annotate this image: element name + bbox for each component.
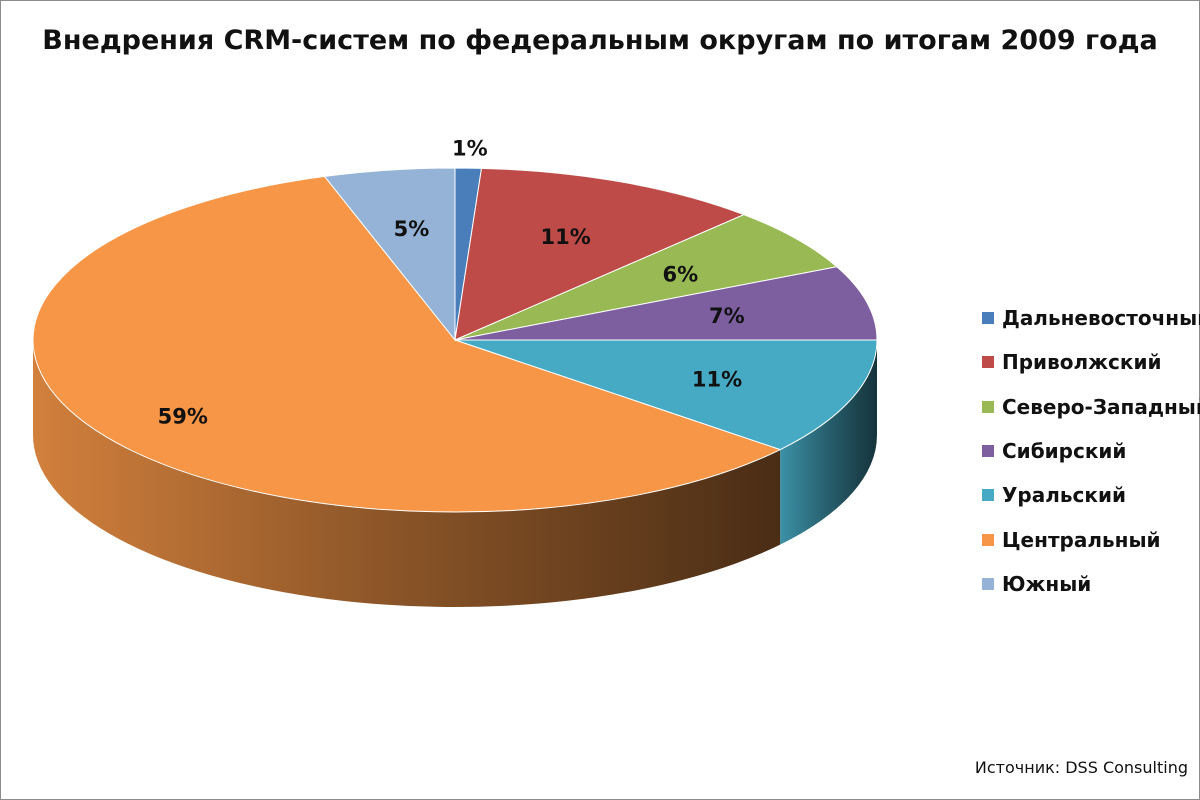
source-note: Источник: DSS Consulting: [974, 758, 1188, 777]
data-label-Уральский: 11%: [692, 367, 742, 391]
legend-swatch: [982, 489, 994, 502]
data-label-Центральный: 59%: [158, 404, 208, 428]
legend-swatch: [982, 445, 994, 458]
data-label-Северо-Западный: 6%: [662, 262, 698, 286]
pie-slice-Центральный: [32, 175, 782, 513]
pie-side-Уральский: [780, 340, 877, 545]
legend-label: Приволжский: [1002, 350, 1162, 375]
legend-item: Северо-Западный: [982, 385, 1200, 429]
chart-title: Внедрения CRM-систем по федеральным окру…: [42, 25, 1158, 56]
pie-slice-Приволжский: [454, 167, 746, 341]
legend-label: Сибирский: [1002, 439, 1127, 464]
pie-side-Центральный: [33, 340, 781, 608]
legend-label: Дальневосточный: [1002, 306, 1200, 331]
legend-item: Сибирский: [982, 429, 1200, 473]
data-label-Сибирский: 7%: [709, 304, 745, 328]
data-label-Приволжский: 11%: [540, 225, 590, 249]
legend-label: Уральский: [1002, 483, 1126, 508]
legend-item: Уральский: [982, 473, 1200, 517]
pie-slice-Уральский: [454, 339, 878, 451]
pie-slice-Северо-Западный: [454, 214, 838, 341]
pie-slice-Южный: [323, 167, 456, 342]
pie-slice-Сибирский: [454, 266, 878, 341]
legend-item: Южный: [982, 562, 1200, 606]
legend-item: Центральный: [982, 517, 1200, 561]
legend-item: Дальневосточный: [982, 296, 1200, 340]
legend-label: Южный: [1002, 571, 1092, 596]
legend-swatch: [982, 356, 994, 369]
legend-item: Приволжский: [982, 340, 1200, 384]
legend-swatch: [982, 533, 994, 546]
legend-label: Центральный: [1002, 527, 1161, 552]
legend-swatch: [982, 312, 994, 325]
data-label-Дальневосточный: 1%: [452, 136, 488, 160]
chart-legend: Дальневосточный Приволжский Северо-Западны…: [982, 296, 1200, 606]
legend-label: Северо-Западный: [1002, 394, 1200, 419]
data-label-Южный: 5%: [394, 217, 430, 241]
legend-swatch: [982, 400, 994, 413]
legend-swatch: [982, 577, 994, 590]
